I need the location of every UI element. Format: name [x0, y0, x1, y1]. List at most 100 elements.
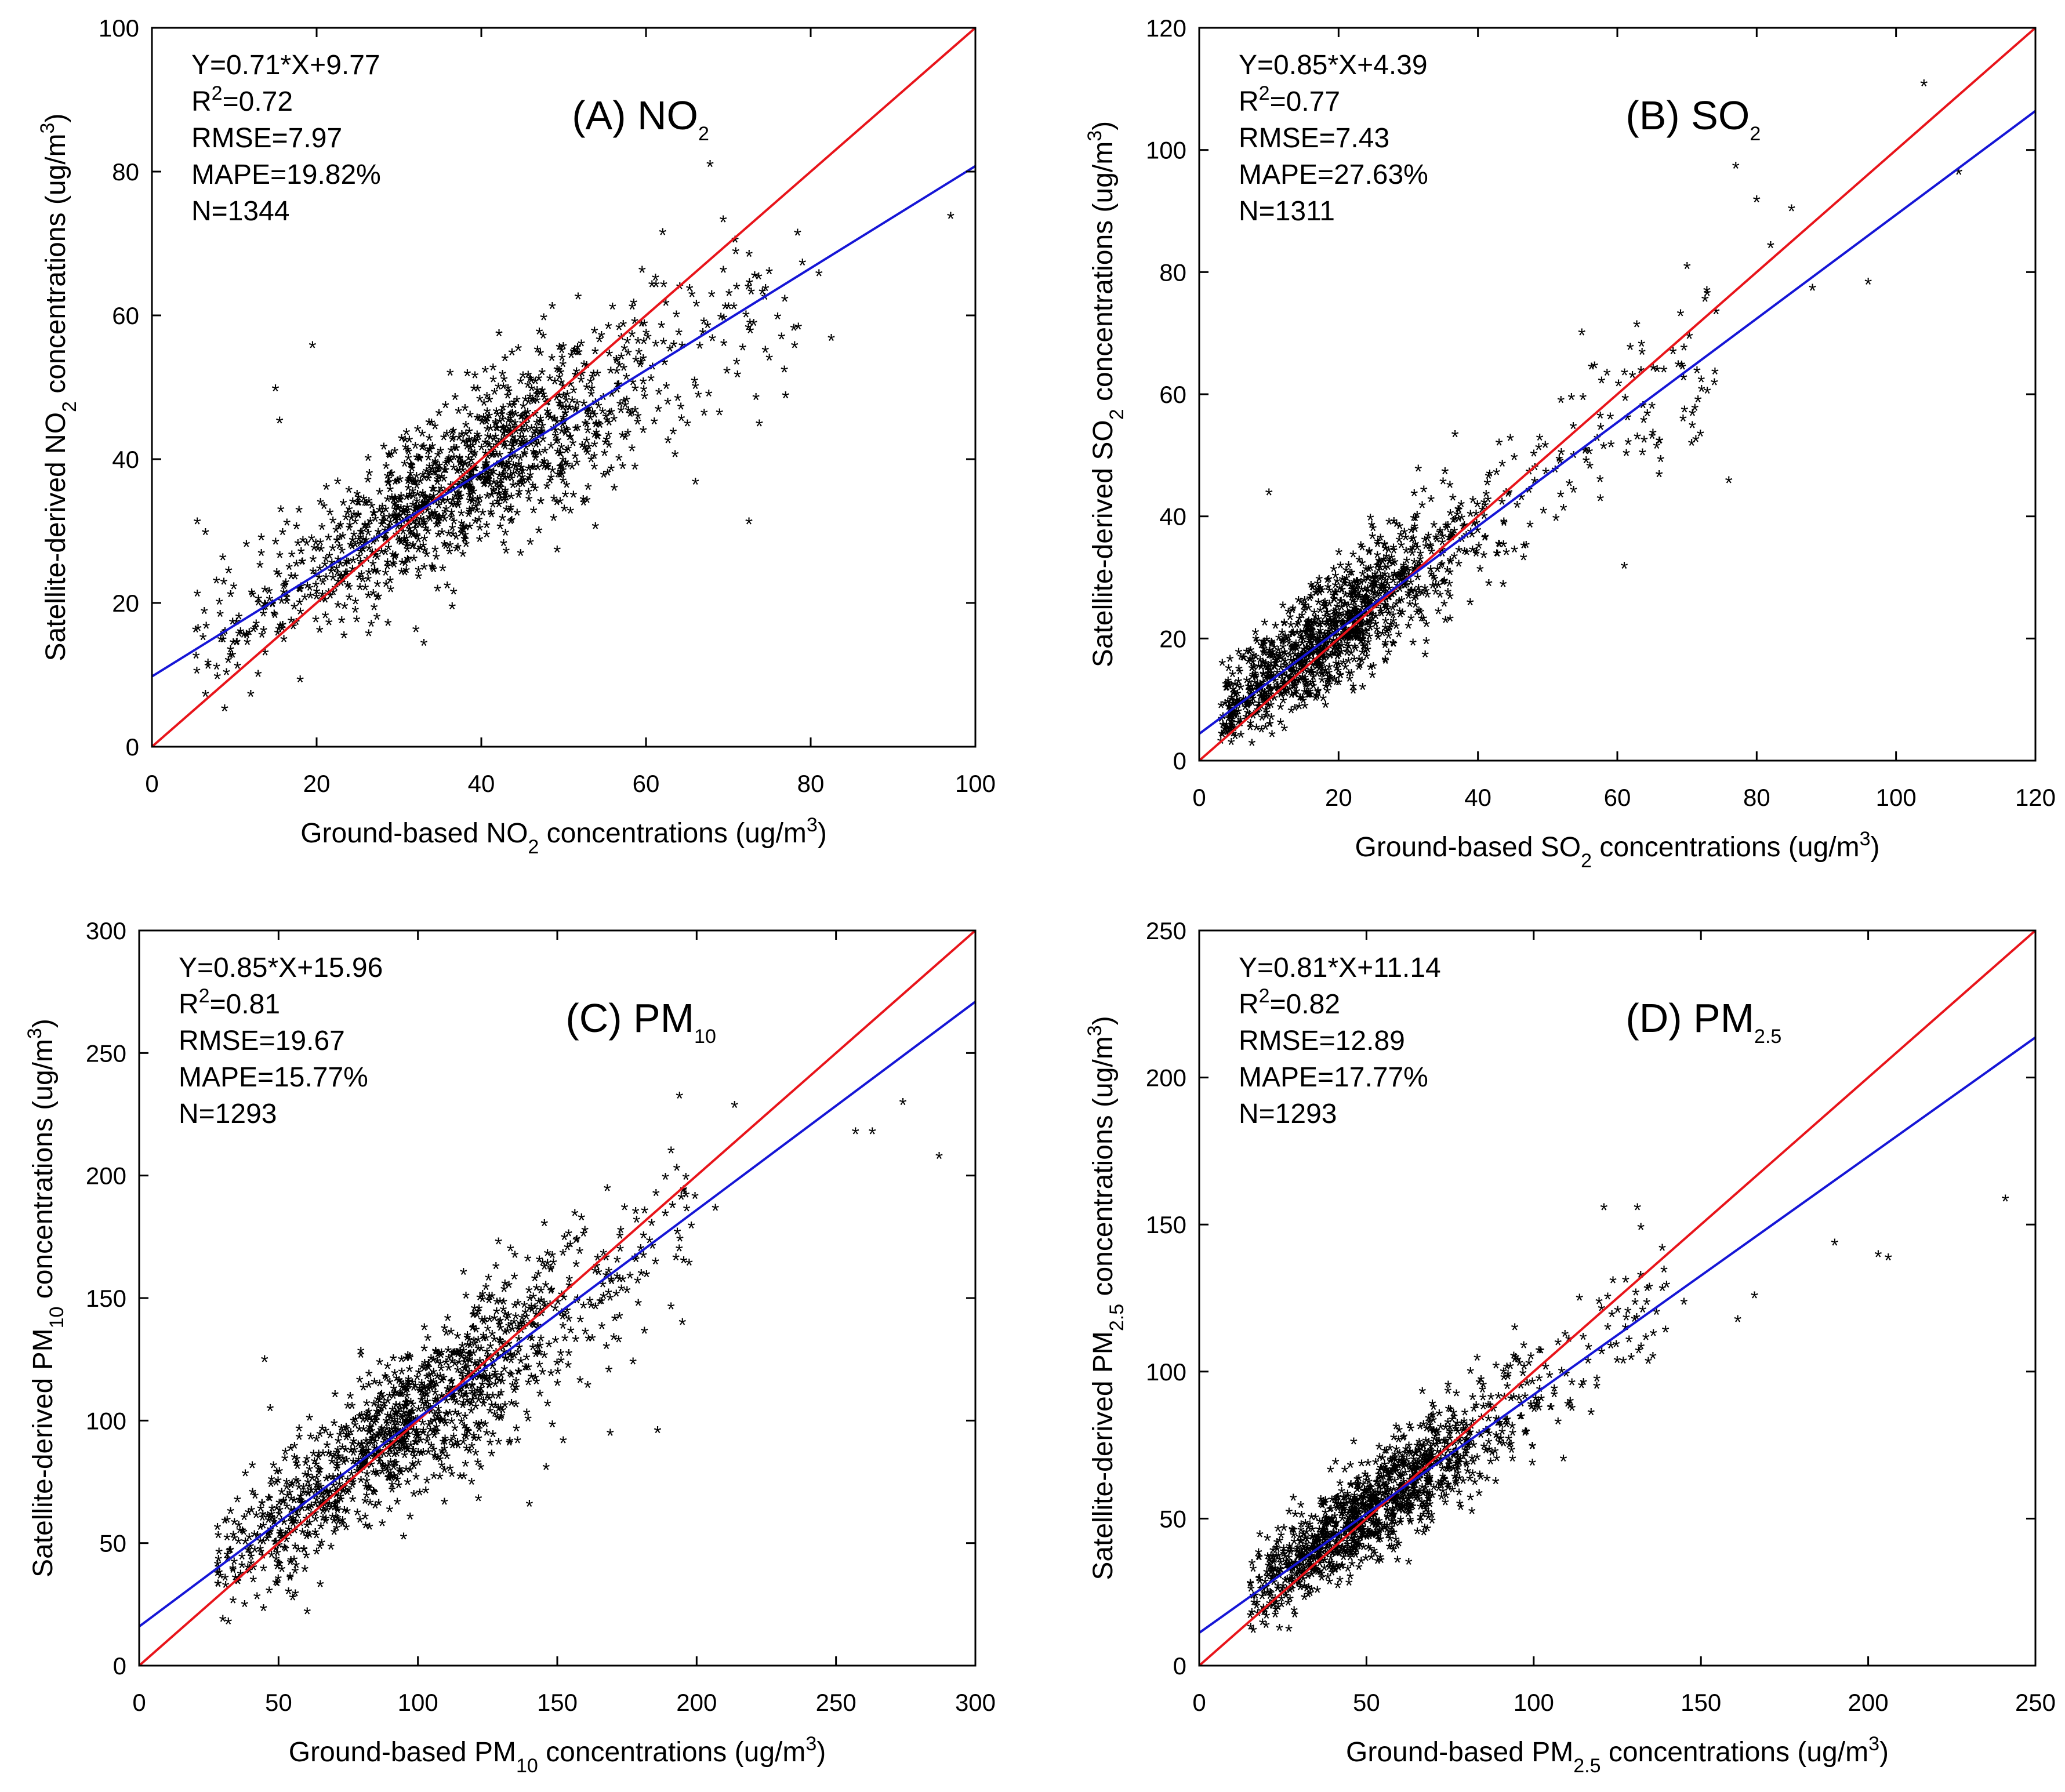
scatter-point: * [709, 330, 716, 352]
scatter-point: * [1557, 392, 1565, 414]
scatter-point: * [1414, 461, 1422, 483]
scatter-point: * [1392, 619, 1400, 641]
scatter-point: * [1268, 726, 1276, 748]
scatter-point: * [706, 156, 714, 178]
scatter-point: * [605, 1362, 612, 1384]
y-tick-label: 250 [86, 1039, 126, 1067]
scatter-point: * [431, 542, 439, 564]
scatter-point: * [268, 1501, 275, 1523]
scatter-point: * [370, 599, 378, 621]
scatter-point: * [448, 520, 456, 542]
scatter-point: * [569, 343, 577, 365]
scatter-point-outlier: * [224, 1613, 232, 1635]
x-tick-label: 40 [1464, 784, 1491, 811]
scatter-point: * [574, 289, 582, 311]
scatter-point: * [732, 243, 739, 266]
scatter-point: * [216, 594, 223, 616]
rmse-a: RMSE=7.97 [191, 123, 342, 154]
scatter-point: * [491, 1365, 499, 1387]
scatter-point: * [1646, 1279, 1653, 1301]
scatter-point: * [468, 1438, 476, 1460]
scatter-point: * [696, 338, 703, 360]
scatter-point: * [483, 1388, 491, 1410]
scatter-point: * [295, 1429, 303, 1451]
x-tick-label: 120 [2015, 784, 2056, 811]
scatter-point: * [495, 1388, 502, 1411]
y-tick-label: 100 [1146, 137, 1186, 164]
scatter-point: * [671, 446, 678, 468]
scatter-point: * [1410, 486, 1418, 508]
scatter-point: * [1552, 510, 1560, 532]
scatter-point: * [1385, 569, 1392, 591]
y-axis-title-c: Satellite-derived PM10 concentrations (u… [24, 1019, 68, 1577]
panel-d: ****************************************… [1084, 917, 2056, 1777]
scatter-point: * [498, 1408, 505, 1430]
scatter-point: * [440, 430, 448, 452]
scatter-point: * [590, 459, 598, 481]
scatter-point-outlier: * [654, 1423, 661, 1445]
scatter-point: * [464, 450, 472, 472]
y-tick-label: 20 [1159, 625, 1186, 652]
scatter-point: * [230, 635, 237, 657]
scatter-point: * [538, 364, 546, 386]
scatter-point: * [491, 384, 498, 406]
scatter-point: * [470, 1300, 478, 1322]
scatter-point: * [532, 1280, 540, 1302]
scatter-point: * [359, 572, 366, 594]
scatter-point: * [553, 495, 561, 517]
scatter-point: * [1703, 383, 1711, 405]
scatter-point-outlier: * [542, 1459, 550, 1481]
scatter-point: * [343, 1430, 350, 1452]
y-tick-label: 0 [113, 1652, 126, 1680]
scatter-point: * [558, 342, 565, 364]
scatter-point: * [1421, 580, 1429, 602]
scatter-point: * [398, 555, 406, 577]
scatter-point: * [241, 1466, 249, 1488]
scatter-point: * [274, 1473, 282, 1495]
scatter-point: * [489, 360, 497, 382]
y-tick-label: 200 [86, 1162, 126, 1190]
scatter-point: * [353, 612, 360, 634]
scatter-point: * [1555, 451, 1563, 473]
scatter-point: * [1593, 1378, 1601, 1400]
scatter-point: * [794, 319, 802, 341]
scatter-point-outlier: * [745, 514, 753, 536]
scatter-point: * [441, 463, 448, 485]
scatter-point: * [220, 574, 227, 596]
scatter-point: * [418, 1359, 426, 1381]
scatter-point: * [615, 1332, 622, 1354]
scatter-point: * [468, 501, 476, 523]
scatter-point: * [509, 405, 516, 427]
x-tick-label: 80 [797, 770, 825, 797]
scatter-point: * [484, 488, 491, 510]
scatter-point: * [1418, 1383, 1426, 1405]
fit-line-c [139, 1001, 975, 1628]
scatter-point: * [629, 1354, 637, 1376]
scatter-point: * [1511, 541, 1518, 564]
scatter-point: * [501, 350, 509, 372]
scatter-point: * [649, 359, 656, 381]
scatter-point: * [765, 263, 773, 285]
scatter-point: * [407, 466, 414, 488]
scatter-point: * [1481, 530, 1489, 552]
rmse-b: RMSE=7.43 [1239, 123, 1389, 154]
scatter-point: * [256, 557, 264, 579]
scatter-point: * [708, 286, 716, 308]
scatter-point: * [362, 1518, 369, 1540]
scatter-point: * [490, 474, 498, 496]
scatter-point: * [647, 370, 655, 392]
scatter-point: * [385, 446, 393, 468]
scatter-point: * [591, 1299, 599, 1321]
x-tick-label: 60 [1604, 784, 1631, 811]
scatter-point: * [1621, 390, 1629, 412]
scatter-point: * [620, 1199, 628, 1222]
scatter-point: * [568, 459, 576, 481]
scatter-point: * [1359, 679, 1366, 701]
scatter-point: * [593, 425, 600, 447]
scatter-point: * [455, 403, 462, 425]
scatter-point: * [386, 1502, 393, 1524]
panel-title-a: (A) NO2 [572, 93, 709, 145]
scatter-point: * [311, 1511, 319, 1533]
scatter-point: * [705, 386, 713, 408]
scatter-point: * [480, 409, 487, 431]
